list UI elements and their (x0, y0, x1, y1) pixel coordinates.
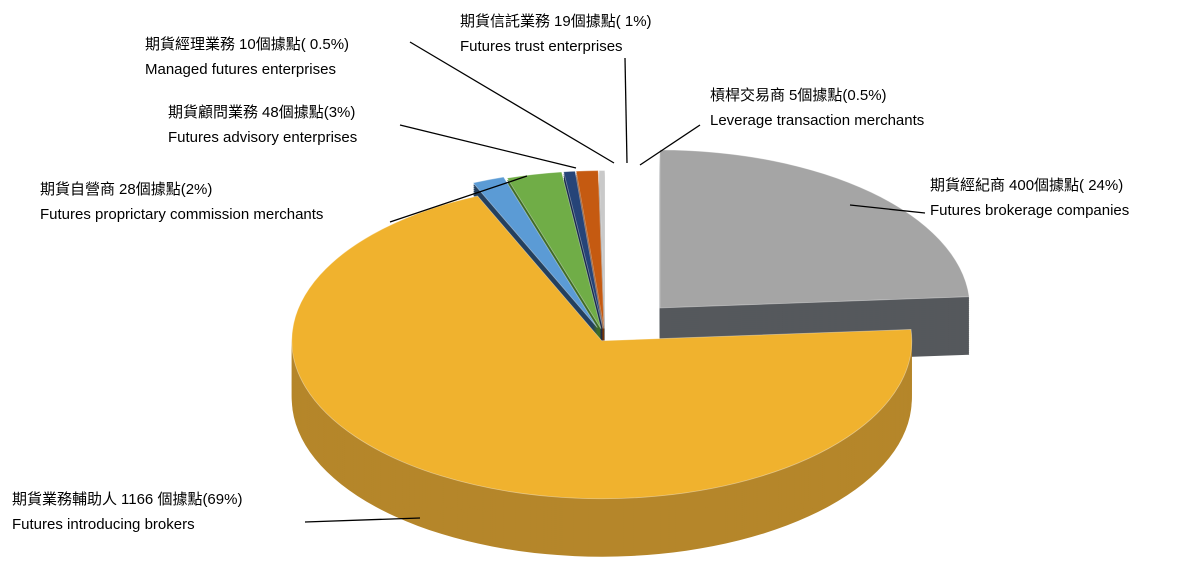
slice-side (563, 173, 603, 331)
leader-line (624, 57, 628, 164)
category-name-en: Futures proprictary commission merchants (40, 206, 323, 223)
slice (659, 149, 970, 309)
category-name: 期貨經理業務 (145, 36, 235, 53)
leader-line (389, 175, 528, 223)
value-label: 10個據點( 0.5%) (239, 36, 349, 53)
data-label: 期貨業務輔助人 1166 個據點(69%) (12, 491, 242, 508)
leader-line (304, 517, 421, 523)
value-label: 48個據點(3%) (262, 104, 355, 121)
slice (598, 170, 606, 329)
data-label: 期貨經紀商 400個據點( 24%) (930, 177, 1123, 194)
leader-line (409, 41, 615, 164)
category-name: 期貨經紀商 (930, 177, 1005, 194)
category-name: 期貨自營商 (40, 181, 115, 198)
category-name-en: Futures brokerage companies (930, 202, 1129, 219)
data-label: 期貨自營商 28個據點(2%) (40, 181, 212, 198)
slice (506, 171, 602, 329)
category-name-en: Futures advisory enterprises (168, 129, 357, 146)
slice (575, 170, 605, 329)
slice-side (563, 179, 603, 337)
value-label: 400個據點( 24%) (1009, 177, 1123, 194)
value-label: 19個據點( 1%) (554, 13, 652, 30)
value-label: 28個據點(2%) (119, 181, 212, 198)
labels: 期貨經紀商 400個據點( 24%) Futures brokerage compa… (12, 13, 1129, 533)
slice-side (563, 177, 603, 335)
slice-tops (291, 149, 970, 500)
category-name-en: Futures introducing brokers (12, 516, 195, 533)
category-name: 槓桿交易商 (710, 86, 785, 104)
leader-line (399, 124, 577, 169)
data-label: 期貨信託業務 19個據點( 1%) (460, 13, 652, 30)
leader-line (849, 204, 926, 214)
leader-line (639, 124, 701, 166)
category-name: 期貨業務輔助人 (12, 491, 117, 508)
slice (472, 176, 598, 328)
category-name: 期貨信託業務 (460, 13, 550, 30)
data-label: 期貨經理業務 10個據點( 0.5%) (145, 36, 349, 53)
category-name-en: Futures trust enterprises (460, 38, 623, 55)
value-label: 5個據點(0.5%) (789, 87, 887, 104)
slice (563, 170, 604, 329)
data-label: 槓桿交易商 5個據點(0.5%) (710, 86, 887, 104)
slice-side (563, 175, 603, 333)
slice (291, 195, 913, 500)
value-label: 1166 個據點(69%) (121, 491, 242, 508)
data-label: 期貨顧問業務 48個據點(3%) (168, 104, 355, 121)
category-name-en: Leverage transaction merchants (710, 112, 924, 129)
category-name-en: Managed futures enterprises (145, 61, 336, 78)
category-name: 期貨顧問業務 (168, 104, 258, 121)
